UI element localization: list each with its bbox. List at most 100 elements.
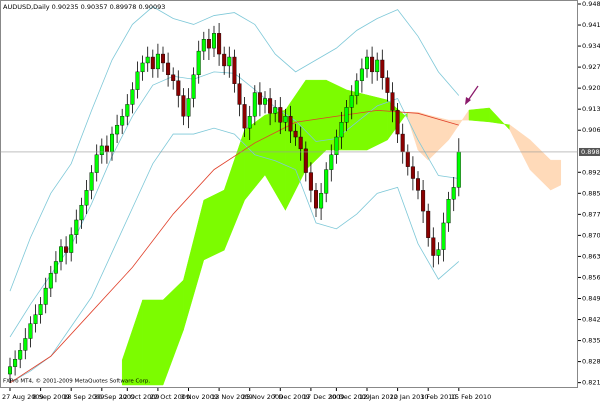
x-tick-label: 30 Sep 2009 [94,393,135,401]
candle-body [206,39,211,49]
cloud-segment [203,189,225,261]
y-tick-label: 0.88500 [582,189,600,197]
candle-body [74,219,79,235]
y-tick-label: 0.87790 [582,210,600,218]
candle-body [130,89,135,105]
candle-body [293,130,298,138]
x-tick-label: 22 Oct 2009 [150,393,190,401]
cloud-segment [550,159,562,191]
current-price-box [579,147,600,156]
bollinger-lower [9,127,460,384]
candle-body [252,92,257,117]
candle-body [59,246,64,262]
arrow-head [465,97,471,105]
candle-body [339,122,344,138]
candle-body [334,136,339,156]
candle-body [268,98,273,114]
candle-body [13,359,18,367]
candle-body [99,145,104,156]
candle-body [370,56,375,73]
x-tick-label: 30 Dec 2009 [328,393,370,401]
candle-body [227,56,232,67]
candle-body [283,116,288,123]
candle-body [104,145,109,153]
candle-body [7,366,12,375]
candle-body [155,53,160,70]
candle-body [446,199,451,224]
candle-body [263,98,268,105]
y-tick-label: 0.86370 [582,252,600,260]
candle-body [359,68,364,81]
y-tick-label: 0.94180 [582,21,600,29]
candle-body [273,107,278,114]
candle-body [349,95,354,108]
cloud-segment [142,299,164,386]
candle-body [176,80,181,96]
y-tick-label: 0.84240 [582,316,600,324]
candle-body [79,204,84,221]
y-tick-label: 0.82820 [582,358,600,366]
candle-body [171,74,176,81]
candle-body [298,136,303,150]
x-tick-label: 3 Feb 2010 [420,393,456,401]
x-tick-label: 18 Sep 2009 [63,393,104,401]
y-tick-label: 0.92760 [582,63,600,71]
candle-body [38,304,43,315]
candle-body [115,124,120,135]
candle-body [196,50,201,76]
x-tick-label: 25 Nov 2009 [242,393,284,401]
candle-body [145,56,150,64]
candle-body [375,59,380,73]
y-tick-label: 0.89210 [582,168,600,176]
candle-body [201,39,206,52]
x-tick-label: 27 Aug 2009 [2,393,44,401]
candle-body [150,56,155,70]
candle-body [43,287,48,305]
candle-body [278,107,283,123]
candle-body [48,273,53,289]
y-tick-label: 0.94890 [582,0,600,8]
candle-body [222,53,227,67]
candle-body [242,104,247,129]
candle-body [451,187,456,200]
candle-body [94,154,99,173]
candle-body [23,338,28,351]
candle-body [400,133,405,153]
annotation-arrow [465,85,479,105]
x-tick-label: 22 Jan 2010 [390,393,429,401]
candle-body [410,166,415,179]
candle-body [120,116,125,126]
moving-average [9,109,459,384]
candle-body [109,133,114,153]
y-tick-label: 0.90630 [582,126,600,134]
candle-body [365,56,370,70]
x-tick-label: 15 Feb 2010 [451,393,491,401]
candle-body [385,77,390,93]
chart-title: AUDUSD,Daily 0.90235 0.90357 0.89978 0.9… [3,3,165,11]
candle-body [140,62,145,73]
candle-body [308,172,313,191]
candle-body [232,56,237,84]
candle-body [166,62,171,76]
x-tick-label: 7 Dec 2009 [272,393,309,401]
candle-body [69,234,74,253]
candle-body [257,92,262,105]
cloud-segment [468,107,490,123]
candle-body [390,92,395,111]
candle-layer [7,22,461,383]
candle-body [421,190,426,212]
candle-body [436,249,441,256]
candle-body [324,169,329,194]
candle-body [247,116,252,129]
candle-body [28,323,33,339]
candle-body [64,246,69,253]
candle-body [125,104,130,117]
y-tick-label: 0.83530 [582,337,600,345]
candle-body [314,190,319,209]
candle-body [354,80,359,96]
copyright: FXPro MT4, © 2001-2009 MetaQuotes Softwa… [3,378,150,385]
y-tick-label: 0.85660 [582,273,600,281]
